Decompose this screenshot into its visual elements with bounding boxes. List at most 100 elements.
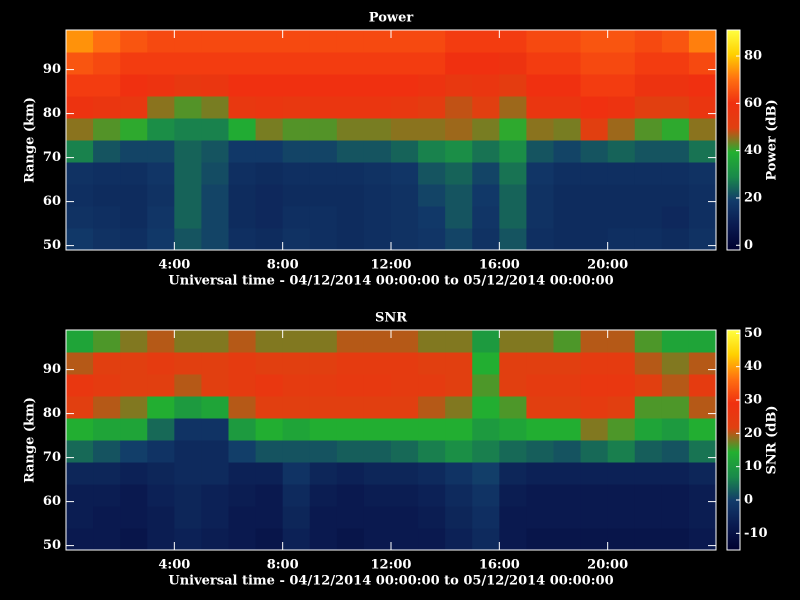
colorbar-tick-label: 60 <box>744 96 762 111</box>
heatmap-cell <box>607 52 636 75</box>
heatmap-cell <box>499 440 527 463</box>
colorbar <box>726 329 741 551</box>
heatmap-cell <box>580 396 609 419</box>
heatmap-cell <box>391 140 419 163</box>
heatmap-cell <box>120 396 148 419</box>
y-tick-label: 60 <box>43 494 61 509</box>
heatmap-cell <box>363 352 392 375</box>
heatmap-cell <box>282 396 311 419</box>
y-tick-label: 90 <box>43 62 61 77</box>
heatmap-cell <box>580 96 609 119</box>
heatmap-cell <box>201 118 229 141</box>
heatmap-cell <box>526 506 554 529</box>
heatmap-cell <box>418 440 446 463</box>
heatmap-cell <box>363 118 392 141</box>
heatmap-cell <box>634 418 663 441</box>
heatmap-cell <box>661 440 690 463</box>
heatmap-cell <box>607 96 636 119</box>
heatmap-cell <box>391 184 419 207</box>
heatmap-cell <box>688 484 717 507</box>
heatmap-cell <box>661 330 690 353</box>
heatmap-cell <box>418 396 446 419</box>
heatmap-cell <box>499 140 527 163</box>
heatmap-cell <box>445 418 473 441</box>
heatmap-cell <box>391 74 419 97</box>
heatmap-cell <box>445 30 473 53</box>
y-tick-label: 80 <box>43 106 61 121</box>
heatmap-cell <box>526 74 554 97</box>
heatmap-cell <box>472 462 500 485</box>
heatmap-cell <box>472 440 500 463</box>
heatmap-cell <box>309 396 338 419</box>
heatmap-cell <box>472 528 500 551</box>
heatmap-cell <box>553 52 582 75</box>
heatmap-cell <box>363 228 392 251</box>
heatmap-cell <box>336 418 365 441</box>
heatmap-cell <box>634 96 663 119</box>
heatmap-cell <box>309 374 338 397</box>
heatmap-cell <box>472 96 500 119</box>
heatmap-cell <box>661 52 690 75</box>
heatmap-cell <box>391 374 419 397</box>
heatmap-cell <box>580 118 609 141</box>
heatmap-cell <box>580 462 609 485</box>
y-axis-label: Range (km) <box>23 397 38 483</box>
heatmap-cell <box>607 396 636 419</box>
heatmap-cell <box>634 184 663 207</box>
heatmap-cell <box>445 140 473 163</box>
heatmap-cell <box>228 162 257 185</box>
heatmap-cell <box>580 228 609 251</box>
heatmap-cell <box>228 352 257 375</box>
heatmap-cell <box>688 418 717 441</box>
heatmap-cell <box>174 96 202 119</box>
heatmap-cell <box>336 462 365 485</box>
heatmap-cell <box>93 118 121 141</box>
heatmap-cell <box>499 528 527 551</box>
heatmap-cell <box>607 30 636 53</box>
chart-title: SNR <box>375 311 407 326</box>
heatmap-cell <box>201 440 229 463</box>
heatmap-cell <box>445 352 473 375</box>
heatmap-cell <box>391 396 419 419</box>
heatmap-cell <box>282 140 311 163</box>
heatmap-cell <box>309 74 338 97</box>
heatmap-cell <box>661 74 690 97</box>
heatmap-cell <box>93 30 121 53</box>
heatmap-cell <box>526 440 554 463</box>
heatmap-cell <box>336 140 365 163</box>
heatmap-cell <box>363 140 392 163</box>
heatmap-cell <box>445 484 473 507</box>
heatmap-cell <box>391 484 419 507</box>
heatmap-cell <box>688 206 717 229</box>
heatmap-cell <box>445 74 473 97</box>
heatmap-cell <box>282 74 311 97</box>
heatmap-cell <box>607 462 636 485</box>
heatmap-cell <box>66 528 94 551</box>
heatmap-cell <box>634 528 663 551</box>
heatmap-cell <box>147 352 175 375</box>
heatmap-cell <box>526 228 554 251</box>
heatmap-cell <box>580 30 609 53</box>
heatmap-cell <box>418 30 446 53</box>
heatmap-cell <box>688 352 717 375</box>
heatmap-cell <box>418 352 446 375</box>
heatmap-cell <box>580 52 609 75</box>
heatmap-cell <box>688 74 717 97</box>
heatmap-cell <box>336 184 365 207</box>
heatmap-cell <box>472 396 500 419</box>
heatmap-cell <box>255 330 284 353</box>
heatmap-cell <box>255 418 284 441</box>
heatmap-cell <box>445 330 473 353</box>
heatmap-cell <box>228 184 257 207</box>
x-tick-label: 12:00 <box>371 558 412 573</box>
heatmap-cell <box>174 528 202 551</box>
heatmap-cell <box>363 462 392 485</box>
heatmap-cell <box>688 118 717 141</box>
heatmap-cell <box>336 52 365 75</box>
heatmap-cell <box>120 418 148 441</box>
heatmap-cell <box>147 140 175 163</box>
heatmap-cell <box>66 330 94 353</box>
heatmap-cell <box>499 374 527 397</box>
colorbar-tick-label: 20 <box>744 190 762 205</box>
